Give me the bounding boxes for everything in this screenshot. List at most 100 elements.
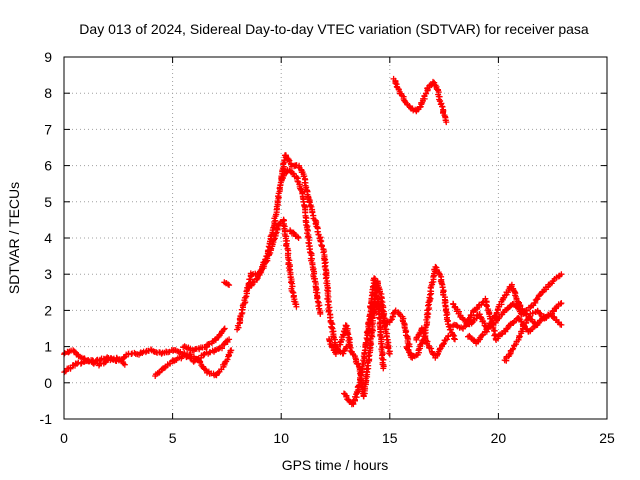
data-point [220,326,227,333]
data-point [288,279,294,286]
data-point [158,350,165,357]
y-tick-label: -1 [40,411,53,427]
data-point [268,232,275,239]
data-point [121,361,128,368]
data-point [156,369,163,376]
data-point [382,322,389,329]
data-series-arc-n [403,263,458,361]
y-tick-label: 7 [44,121,52,137]
data-point [355,360,361,367]
x-tick-label: 5 [169,430,177,446]
data-point [295,235,302,241]
data-point [443,119,450,126]
data-point [498,331,505,338]
data-point [520,323,527,330]
data-point [221,325,228,332]
data-point [225,281,231,288]
y-tick-label: 6 [44,158,52,174]
y-tick-label: 9 [44,49,52,65]
data-point [363,335,370,341]
data-point [226,336,233,343]
data-points [61,75,565,408]
y-tick-label: 8 [44,85,52,101]
data-point [447,326,454,333]
data-point [293,303,300,310]
data-point [226,282,233,289]
chart-title: Day 013 of 2024, Sidereal Day-to-day VTE… [79,21,589,37]
data-point [439,284,446,291]
data-point [419,326,426,333]
data-point [386,350,392,357]
x-tick-label: 25 [599,430,615,446]
x-tick-label: 15 [382,430,398,446]
data-point [443,336,450,343]
data-point [307,203,314,210]
data-point [301,203,308,209]
y-tick-labels: -1 0 1 2 3 4 5 6 7 8 9 [40,49,53,427]
data-point [272,230,279,237]
data-point [510,320,517,326]
data-point [355,382,362,389]
data-point [280,160,287,167]
data-point [536,292,543,299]
y-axis-label: SDTVAR / TECUs [6,182,22,294]
data-series-arc-e [221,279,233,289]
data-point [440,340,447,347]
data-point [294,178,301,184]
data-series-arc-c [152,347,235,379]
plot-frame [63,56,608,420]
data-point [358,366,365,373]
data-point [243,288,250,295]
data-series-arc-r [465,281,541,347]
data-point [280,222,287,229]
data-point [307,249,314,256]
data-point [285,156,292,163]
data-series-arc-s [501,300,565,364]
data-point [380,365,387,372]
data-point [355,383,362,390]
y-tick-label: 2 [44,302,52,318]
data-point [445,332,452,339]
data-series-arc-f [234,152,350,357]
x-tick-label: 20 [491,430,507,446]
x-tick-labels: 0 5 10 15 20 25 [60,430,615,446]
grid-lines [64,57,607,419]
data-point [558,300,565,307]
data-point [451,336,458,343]
data-point [386,350,393,357]
x-tick-label: 0 [60,430,68,446]
data-point [518,318,525,325]
axis-ticks [63,56,608,420]
data-point [228,347,235,354]
data-point [366,345,373,352]
data-series-arc-l [364,301,413,350]
data-point [484,303,490,310]
data-series-arc-o [413,325,452,361]
data-point [294,233,301,240]
data-point [515,315,522,322]
data-point [558,271,565,278]
y-tick-label: 4 [44,230,52,246]
data-point [303,222,310,228]
data-series-arc-m [390,75,450,126]
data-point [428,345,435,352]
data-point [317,311,324,318]
data-series-arc-b [61,347,128,369]
data-point [161,364,168,371]
data-point [314,295,321,302]
data-point [392,80,399,87]
data-point [432,263,439,270]
data-point [451,335,457,342]
data-point [319,243,325,250]
data-point [430,78,436,85]
data-point [387,317,394,324]
y-tick-label: 5 [44,194,52,210]
data-point [558,321,565,328]
data-series-arc-i [287,227,302,241]
data-point [526,313,533,320]
x-tick-label: 10 [273,430,289,446]
data-point [271,236,278,243]
data-point [309,209,316,216]
x-axis-label: GPS time / hours [282,457,389,473]
